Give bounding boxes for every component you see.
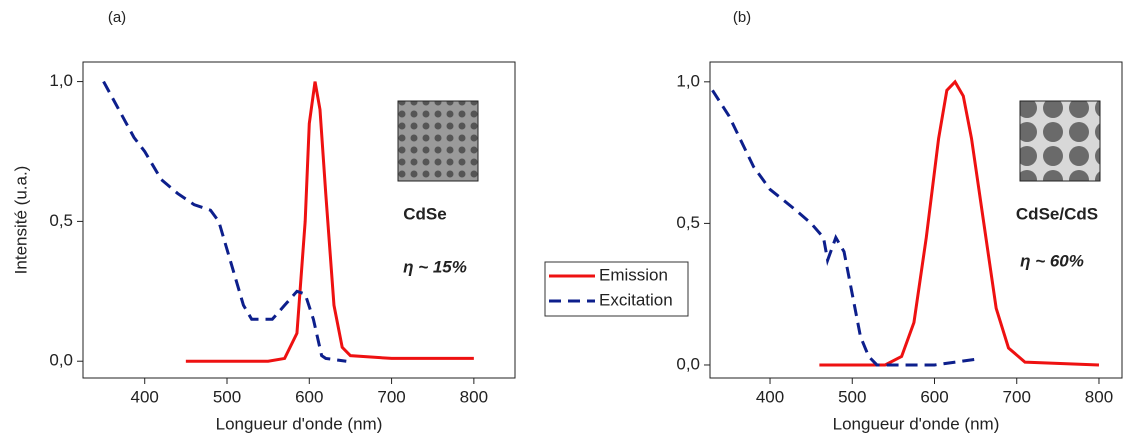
annotation: η ~ 15% bbox=[403, 257, 467, 276]
x-axis-label: Longueur d'onde (nm) bbox=[833, 414, 1000, 433]
x-tick-label: 400 bbox=[756, 387, 784, 406]
series-line bbox=[185, 81, 474, 363]
annotation: CdSe bbox=[403, 204, 446, 223]
inset-image bbox=[1019, 100, 1101, 182]
x-tick-label: 400 bbox=[131, 387, 159, 406]
inset-image bbox=[397, 100, 479, 182]
x-axis-label: Longueur d'onde (nm) bbox=[216, 414, 383, 433]
y-tick-label: 0,5 bbox=[676, 213, 700, 232]
x-tick-label: 700 bbox=[377, 387, 405, 406]
plot-frame bbox=[82, 61, 516, 379]
panel-label: (a) bbox=[108, 9, 126, 26]
y-tick-label: 0,0 bbox=[676, 354, 700, 373]
annotation: η ~ 60% bbox=[1020, 251, 1084, 270]
x-tick-label: 800 bbox=[1085, 387, 1113, 406]
x-tick-label: 700 bbox=[1003, 387, 1031, 406]
x-tick-label: 500 bbox=[213, 387, 241, 406]
legend-label: Excitation bbox=[599, 290, 673, 309]
panel-label: (b) bbox=[733, 9, 751, 26]
x-tick-label: 800 bbox=[460, 387, 488, 406]
plot-frame bbox=[709, 61, 1123, 379]
y-tick-label: 0,5 bbox=[49, 211, 73, 230]
y-tick-label: 1,0 bbox=[676, 71, 700, 90]
x-tick-label: 600 bbox=[920, 387, 948, 406]
x-tick-label: 600 bbox=[295, 387, 323, 406]
series-line bbox=[102, 80, 347, 363]
y-tick-label: 0,0 bbox=[49, 351, 73, 370]
legend-label: Emission bbox=[599, 265, 668, 284]
legend: Emission Excitation bbox=[544, 261, 689, 317]
legend-box bbox=[544, 261, 689, 317]
x-tick-label: 500 bbox=[838, 387, 866, 406]
series-line bbox=[711, 89, 976, 367]
y-axis-label: Intensité (u.a.) bbox=[11, 166, 30, 275]
series-line bbox=[819, 79, 1100, 367]
y-tick-label: 1,0 bbox=[49, 71, 73, 90]
annotation: CdSe/CdS bbox=[1016, 204, 1098, 223]
